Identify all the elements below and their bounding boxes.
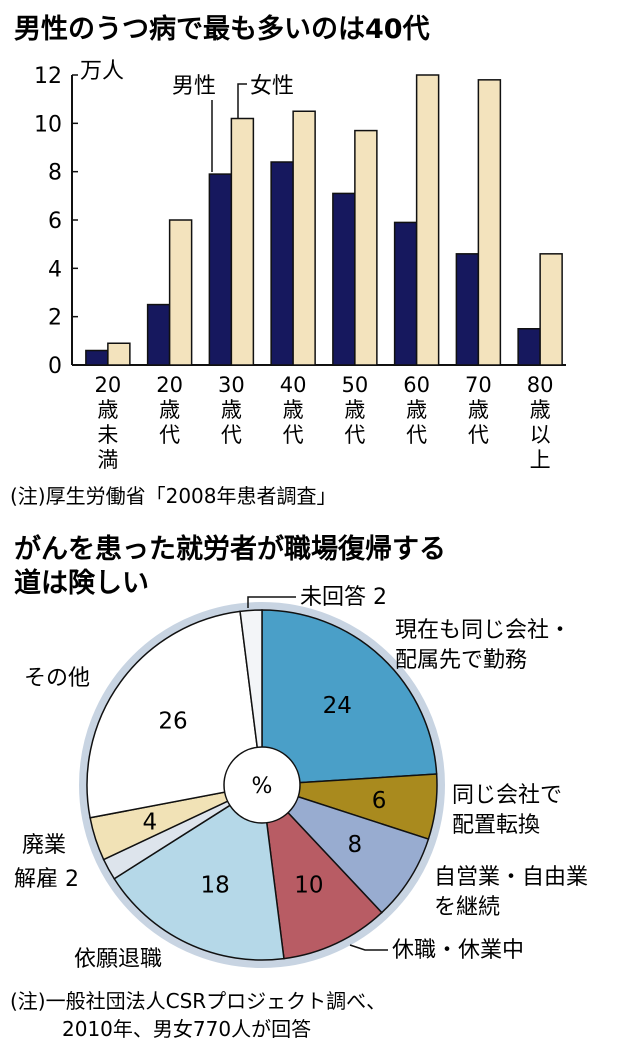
pie-label-closed-business: 廃業 [22,833,66,858]
x-tick-label: 70 [465,373,492,397]
bar-female [107,342,131,366]
y-tick-label: 10 [34,112,62,137]
x-tick-label: 歳 [221,398,242,422]
x-tick-label: 満 [97,448,118,472]
pie-label-unanswered: 未回答 2 [300,585,387,610]
bar-female [415,74,440,366]
x-tick-label: 歳 [159,398,180,422]
pie-chart-title-line-2: 道は険しい [14,567,149,599]
bar-male [332,192,356,366]
x-tick-label: 歳 [406,398,427,422]
bar-chart-note: (注)厚生労働省「2008年患者調査」 [10,484,337,508]
pie-label-self-employed-line-2: を継続 [434,895,500,920]
x-tick-label: 30 [218,373,245,397]
pie-value-label: 24 [323,693,352,719]
bar-male [455,253,480,366]
x-tick-label: 歳 [530,398,551,422]
pie-value-label: 26 [158,708,187,734]
pie-label-other: その他 [24,666,90,691]
bar-female [539,253,563,366]
pie-slice [261,609,438,786]
x-tick-label: 歳 [468,398,489,422]
bar-chart-title: 男性のうつ病で最も多いのは40代 [14,14,430,45]
pie-label-reassigned-line-1: 同じ会社で [452,783,562,808]
x-tick-label: 代 [468,423,489,447]
bar-male [393,221,418,366]
bar-male [85,349,109,366]
bar-unit-label: 万人 [80,59,124,84]
y-tick-label: 2 [48,306,62,331]
pie-value-labels: 24 68 10 18 4 26 [142,693,386,899]
y-tick-label: 12 [34,64,62,89]
pie-value-label: 8 [348,832,363,858]
pie-leader-unanswered [247,596,296,608]
x-tick-label: 60 [403,373,430,397]
pie-slice [86,610,263,819]
bar-female [168,219,193,366]
pie-chart-title-line-1: がんを患った就労者が職場復帰する [14,533,446,565]
pie-value-label: 18 [201,873,230,899]
bar-male [517,328,541,366]
pie-label-same-job-line-1: 現在も同じ会社・ [395,618,571,643]
pie-chart-note-line-1: (注)一般社団法人CSRプロジェクト調べ、 [10,989,386,1013]
x-tick-label: 80 [527,373,554,397]
bar-male [208,173,233,366]
x-tick-label: 未 [97,423,118,447]
pie-rim [79,602,445,968]
x-tick-label: 代 [344,423,365,447]
x-tick-label: 上 [530,448,551,472]
pie-label-leave: 休職・休業中 [392,938,524,963]
legend-female-label: 女性 [250,74,294,99]
pie-label-reassigned-line-2: 配置転換 [452,813,540,838]
x-tick-label: 20 [95,373,122,397]
bar-female [292,110,316,366]
x-tick-label: 20 [156,373,183,397]
pie-value-label: 10 [294,873,323,899]
y-tick-label: 8 [48,161,62,186]
pie-label-resigned: 依願退職 [74,947,162,972]
y-tick-label: 0 [48,354,62,379]
x-tick-label: 以 [530,423,551,447]
y-tick-label: 4 [48,257,62,282]
x-tick-label: 歳 [97,398,118,422]
legend-female-leader [237,83,247,118]
x-tick-label: 代 [406,423,427,447]
pie-value-label: 6 [372,788,387,814]
bar-female [230,117,255,366]
bar-series [85,74,563,366]
bar-legend: 男性 女性 [172,74,294,172]
x-tick-label: 代 [221,423,242,447]
pie-slice [239,609,263,786]
pie-label-dismissed: 解雇 2 [14,867,79,892]
legend-male-label: 男性 [172,74,216,99]
x-tick-label: 代 [283,423,304,447]
pie-category-labels: 未回答 2 現在も同じ会社・ 配属先で勤務 同じ会社で 配置転換 自営業・自由業… [14,585,588,972]
bar-male [146,303,171,366]
pie-value-label: 4 [142,809,157,835]
pie-chart-note-line-2: 2010年、男女770人が回答 [62,1017,311,1041]
pie-center-label: % [252,774,273,799]
x-tick-label: 代 [159,423,180,447]
x-tick-label: 歳 [344,398,365,422]
x-tick-label: 歳 [283,398,304,422]
pie-center-hole [223,746,301,824]
y-tick-label: 6 [48,209,62,234]
pie-leader-leave [349,944,388,951]
bar-male [270,161,294,366]
pie-slice [260,782,383,960]
pie-label-self-employed-line-1: 自営業・自由業 [434,865,588,890]
pie-slices [79,602,445,968]
bar-female [477,79,502,366]
pie-slice [113,783,285,961]
x-tick-label: 50 [342,373,369,397]
pie-label-same-job-line-2: 配属先で勤務 [395,648,527,673]
x-tick-label: 40 [280,373,307,397]
bar-female [354,129,378,366]
